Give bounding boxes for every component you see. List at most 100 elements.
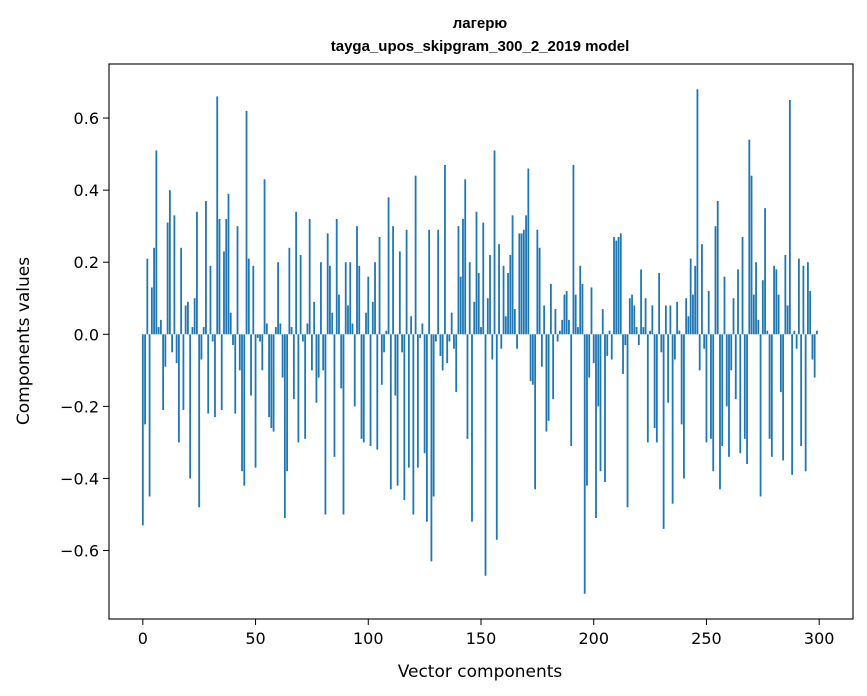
bar — [157, 327, 160, 335]
bar — [784, 255, 787, 335]
bar — [498, 244, 500, 335]
bar — [272, 334, 275, 432]
bar — [500, 334, 503, 349]
bar — [462, 218, 464, 335]
bar — [786, 305, 789, 335]
chart-title-line2: tayga_upos_skipgram_300_2_2019 model — [331, 38, 630, 55]
bar — [263, 179, 266, 335]
bar — [522, 229, 525, 335]
bar — [543, 305, 546, 335]
bar — [631, 294, 633, 335]
bar — [306, 323, 309, 335]
bar — [696, 89, 699, 335]
bar — [676, 301, 679, 335]
bar — [486, 298, 489, 335]
bar — [568, 319, 570, 335]
bar — [525, 215, 527, 335]
bar — [703, 334, 706, 349]
bar — [342, 334, 345, 515]
x-tick-label: 200 — [578, 629, 609, 648]
bar — [236, 226, 239, 335]
bar — [559, 330, 561, 335]
y-tick-label: 0.4 — [74, 181, 99, 200]
bar — [723, 276, 726, 335]
bar — [615, 240, 618, 335]
bar — [586, 334, 588, 486]
bar — [392, 226, 394, 335]
bar — [757, 319, 760, 335]
bar — [755, 262, 757, 335]
bar — [227, 193, 230, 335]
bar — [220, 334, 223, 410]
bar — [238, 334, 241, 371]
bar — [662, 334, 665, 529]
bar — [732, 298, 735, 335]
bar — [234, 334, 237, 414]
bar — [779, 334, 782, 392]
bar — [175, 334, 178, 364]
bar — [448, 334, 451, 342]
bar — [482, 222, 485, 335]
bar — [428, 229, 431, 335]
bar — [466, 334, 469, 439]
bar — [367, 276, 370, 335]
bar — [326, 233, 329, 335]
bar — [301, 334, 304, 342]
bar — [622, 334, 624, 374]
bar — [737, 269, 739, 335]
bar — [329, 265, 331, 335]
y-tick-label: −0.2 — [60, 397, 99, 416]
bar — [423, 334, 426, 454]
bar — [288, 247, 291, 335]
bar — [414, 175, 417, 335]
bar — [389, 334, 392, 490]
bar — [259, 334, 261, 342]
y-tick-label: −0.4 — [60, 469, 99, 488]
bar — [759, 334, 762, 497]
bar — [173, 215, 176, 335]
bar — [473, 301, 476, 335]
bar — [385, 330, 388, 335]
bar — [150, 287, 153, 335]
bar — [394, 334, 397, 396]
bar — [351, 323, 354, 335]
bar — [646, 334, 649, 443]
bar — [153, 247, 155, 335]
bar — [304, 334, 307, 439]
bar — [184, 305, 187, 335]
bar — [599, 334, 602, 472]
bar — [243, 334, 246, 486]
bar — [617, 236, 620, 335]
bar — [398, 251, 401, 335]
bar — [773, 265, 775, 335]
bar — [297, 334, 300, 443]
bar — [793, 330, 796, 335]
bar — [247, 258, 250, 335]
bar — [232, 334, 234, 346]
bar — [223, 251, 225, 335]
bar — [432, 334, 435, 497]
bar — [338, 294, 340, 335]
bar — [777, 294, 780, 335]
bar — [725, 334, 728, 407]
bar — [642, 327, 645, 335]
bar — [313, 301, 316, 335]
bar — [669, 305, 672, 335]
bar — [764, 208, 766, 335]
bar — [141, 334, 144, 526]
bar — [412, 334, 415, 515]
bar — [468, 262, 471, 335]
bar — [281, 334, 284, 378]
bar — [286, 334, 289, 472]
x-tick-label: 150 — [466, 629, 497, 648]
bar — [362, 334, 365, 443]
bar — [168, 190, 171, 335]
bar — [628, 298, 631, 335]
bar — [439, 334, 442, 356]
bar — [353, 334, 356, 407]
bar — [549, 283, 552, 335]
bar — [619, 233, 622, 335]
bar — [608, 330, 611, 335]
bar — [202, 327, 205, 335]
